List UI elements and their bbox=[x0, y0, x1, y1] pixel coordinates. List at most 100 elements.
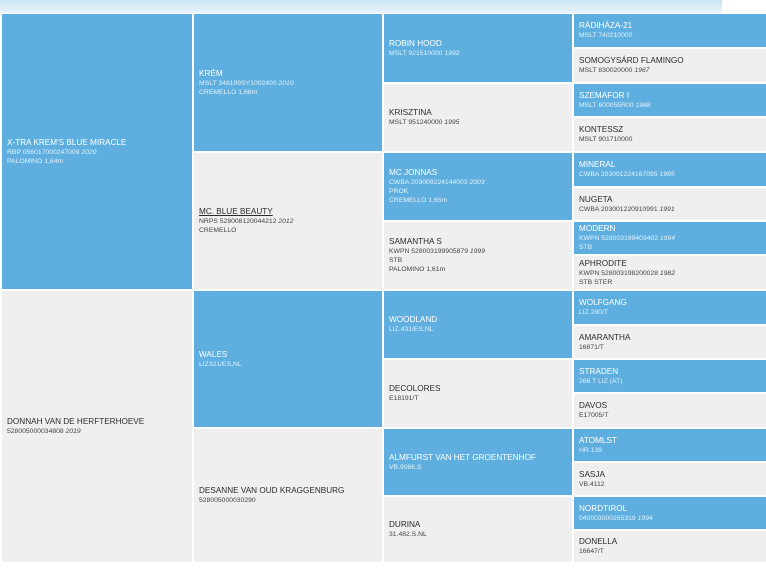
horse-registration: VB.4112 bbox=[579, 480, 605, 488]
pedigree-cell-davos[interactable]: DAVOS E17005/T bbox=[574, 394, 766, 427]
horse-registration: KWPN 528003198200028 1982 bbox=[579, 269, 675, 277]
horse-name: DURINA bbox=[389, 520, 421, 529]
horse-registration: 266 T LIZ (AT) bbox=[579, 377, 623, 385]
horse-registration: CWBA 203001224167095 1995 bbox=[579, 171, 675, 178]
pedigree-cell-radihaza[interactable]: RÁDIHÁZA-21 MSLT 740210000 bbox=[574, 14, 766, 47]
pedigree-cell-almfurst[interactable]: ALMFURST VAN HET GROENTENHOF VB.9086.S bbox=[384, 429, 572, 495]
horse-registration: E18191/T bbox=[389, 395, 419, 402]
pedigree-cell-wolfgang[interactable]: WOLFGANG LIZ.280/T bbox=[574, 291, 766, 324]
horse-name: DONELLA bbox=[579, 537, 618, 546]
horse-studbook: STB STER bbox=[579, 278, 613, 286]
horse-registration: KWPN 528003199403402 1994 bbox=[579, 235, 675, 242]
horse-name: KONTESSZ bbox=[579, 125, 624, 134]
horse-name: WOLFGANG bbox=[579, 298, 627, 307]
horse-registration: MSLT 830020000 1967 bbox=[579, 67, 650, 74]
horse-name: SAMANTHA S bbox=[389, 237, 442, 246]
pedigree-cell-decolores[interactable]: DECOLORES E18191/T bbox=[384, 360, 572, 427]
horse-name: APHRODITE bbox=[579, 258, 627, 268]
top-banner bbox=[0, 0, 766, 13]
pedigree-cell-atomlst[interactable]: ATOMLST HR.139 bbox=[574, 429, 766, 461]
pedigree-cell-somogysard[interactable]: SOMOGYSÁRD FLAMINGO MSLT 830020000 1967 bbox=[574, 49, 766, 82]
horse-registration: MSLT 951240000 1995 bbox=[389, 119, 460, 126]
horse-name: MINERAL bbox=[579, 160, 616, 169]
horse-color: CREMELLO 1,68m bbox=[199, 88, 258, 96]
horse-name: STRADEN bbox=[579, 366, 619, 376]
pedigree-cell-donnah[interactable]: DONNAH VAN DE HERFTERHOEVE 5280050000348… bbox=[2, 291, 192, 562]
horse-name: DECOLORES bbox=[389, 384, 441, 393]
horse-name: ROBIN HOOD bbox=[389, 38, 442, 48]
horse-registration: VB.9086.S bbox=[389, 463, 422, 471]
horse-registration: MSLT 901710000 bbox=[579, 136, 633, 143]
pedigree-cell-krisztina[interactable]: KRISZTINA MSLT 951240000 1995 bbox=[384, 84, 572, 151]
horse-studbook: STB bbox=[579, 244, 593, 251]
horse-name: WOODLAND bbox=[389, 315, 438, 324]
pedigree-cell-sasja[interactable]: SASJA VB.4112 bbox=[574, 463, 766, 495]
pedigree-cell-mineral[interactable]: MINERAL CWBA 203001224167095 1995 bbox=[574, 153, 766, 186]
horse-registration: LIZ.280/T bbox=[579, 309, 609, 316]
horse-registration: 528005000034808 2019 bbox=[7, 428, 81, 435]
horse-name: SZEMAFOR I bbox=[579, 90, 630, 100]
horse-name: DESANNE VAN OUD KRAGGENBURG bbox=[199, 486, 345, 495]
horse-name: MC JONNAS bbox=[389, 168, 438, 177]
pedigree-cell-wales[interactable]: WALES LIZ321/ES,NL bbox=[194, 291, 382, 427]
pedigree-cell-kontessz[interactable]: KONTESSZ MSLT 901710000 bbox=[574, 118, 766, 151]
horse-name: ATOMLST bbox=[579, 435, 617, 445]
horse-name: MODERN bbox=[579, 224, 616, 233]
horse-registration: MSLT 740210000 bbox=[579, 32, 633, 39]
horse-registration: MSLT 348199SY1002400 2010 bbox=[199, 79, 294, 87]
horse-name: KRISZTINA bbox=[389, 108, 432, 117]
horse-registration: KWPN 528003199905879 1999 bbox=[389, 248, 485, 255]
horse-name: DAVOS bbox=[579, 401, 608, 410]
pedigree-cell-desanne[interactable]: DESANNE VAN OUD KRAGGENBURG 528005000030… bbox=[194, 429, 382, 562]
horse-name: NUGETA bbox=[579, 194, 613, 204]
horse-name: KRÉM bbox=[199, 68, 223, 78]
horse-name: DONNAH VAN DE HERFTERHOEVE bbox=[7, 417, 145, 426]
pedigree-cell-nordtirol[interactable]: NORDTIROL 040003000265319 1994 bbox=[574, 497, 766, 529]
horse-registration: 528005000030290 bbox=[199, 497, 256, 504]
horse-registration: NRPS 528008120044212 2012 bbox=[199, 218, 294, 225]
horse-name: ALMFURST VAN HET GROENTENHOF bbox=[389, 452, 536, 462]
horse-registration: RBP 056017000247009 2020 bbox=[7, 148, 97, 156]
horse-studbook: STB bbox=[389, 257, 403, 264]
horse-registration: 16871/T bbox=[579, 343, 604, 351]
pedigree-cell-donella[interactable]: DONELLA 16647/T bbox=[574, 531, 766, 562]
pedigree-cell-subject[interactable]: X-TRA KREM'S BLUE MIRACLE RBP 0560170002… bbox=[2, 14, 192, 289]
horse-name: RÁDIHÁZA-21 bbox=[579, 21, 633, 30]
horse-name: SOMOGYSÁRD FLAMINGO bbox=[579, 56, 684, 65]
horse-registration: CWBA 203001220910991 1991 bbox=[579, 205, 675, 213]
horse-registration: MSLT 600055R00 1988 bbox=[579, 101, 651, 109]
horse-name: X-TRA KREM'S BLUE MIRACLE bbox=[7, 137, 127, 147]
pedigree-cell-mc-jonnas[interactable]: MC JONNAS CWBA 203009224144003 2003 PROK… bbox=[384, 153, 572, 220]
horse-name: AMARANTHA bbox=[579, 332, 631, 342]
horse-color: CREMELLO bbox=[199, 227, 237, 234]
pedigree-cell-modern[interactable]: MODERN KWPN 528003199403402 1994 STB bbox=[574, 222, 766, 254]
horse-registration: HR.139 bbox=[579, 446, 603, 454]
horse-registration: LIZ.431/ES,NL bbox=[389, 326, 434, 333]
pedigree-cell-samantha[interactable]: SAMANTHA S KWPN 528003199905879 1999 STB… bbox=[384, 222, 572, 289]
horse-registration: 16647/T bbox=[579, 548, 604, 555]
horse-registration: E17005/T bbox=[579, 412, 609, 419]
horse-registration: 040003000265319 1994 bbox=[579, 514, 653, 522]
horse-name: NORDTIROL bbox=[579, 503, 628, 513]
pedigree-cell-szemafor[interactable]: SZEMAFOR I MSLT 600055R00 1988 bbox=[574, 84, 766, 116]
pedigree-cell-straden[interactable]: STRADEN 266 T LIZ (AT) bbox=[574, 360, 766, 392]
pedigree-cell-aphrodite[interactable]: APHRODITE KWPN 528003198200028 1982 STB … bbox=[574, 256, 766, 289]
horse-name: WALES bbox=[199, 349, 228, 359]
pedigree-cell-amarantha[interactable]: AMARANTHA 16871/T bbox=[574, 326, 766, 358]
horse-color: PALOMINO 1,61m bbox=[389, 266, 446, 273]
horse-registration: CWBA 203009224144003 2003 bbox=[389, 179, 485, 186]
horse-name-link[interactable]: MC. BLUE BEAUTY bbox=[199, 207, 273, 216]
pedigree-cell-nugeta[interactable]: NUGETA CWBA 203001220910991 1991 bbox=[574, 188, 766, 220]
horse-name: SASJA bbox=[579, 469, 605, 479]
pedigree-cell-durina[interactable]: DURINA 31.482.S.NL bbox=[384, 497, 572, 562]
pedigree-cell-dam[interactable]: MC. BLUE BEAUTY NRPS 528008120044212 201… bbox=[194, 153, 382, 289]
top-tab bbox=[722, 0, 766, 13]
pedigree-cell-robin-hood[interactable]: ROBIN HOOD MSLT 921510000 1992 bbox=[384, 14, 572, 82]
horse-color: CREMELLO 1,65m bbox=[389, 197, 448, 204]
pedigree-cell-sire[interactable]: KRÉM MSLT 348199SY1002400 2010 CREMELLO … bbox=[194, 14, 382, 151]
horse-registration: 31.482.S.NL bbox=[389, 531, 427, 538]
horse-color: PALOMINO 1,64m bbox=[7, 157, 64, 165]
horse-studbook: PROK bbox=[389, 188, 409, 195]
pedigree-cell-woodland[interactable]: WOODLAND LIZ.431/ES,NL bbox=[384, 291, 572, 358]
horse-registration: MSLT 921510000 1992 bbox=[389, 49, 460, 57]
